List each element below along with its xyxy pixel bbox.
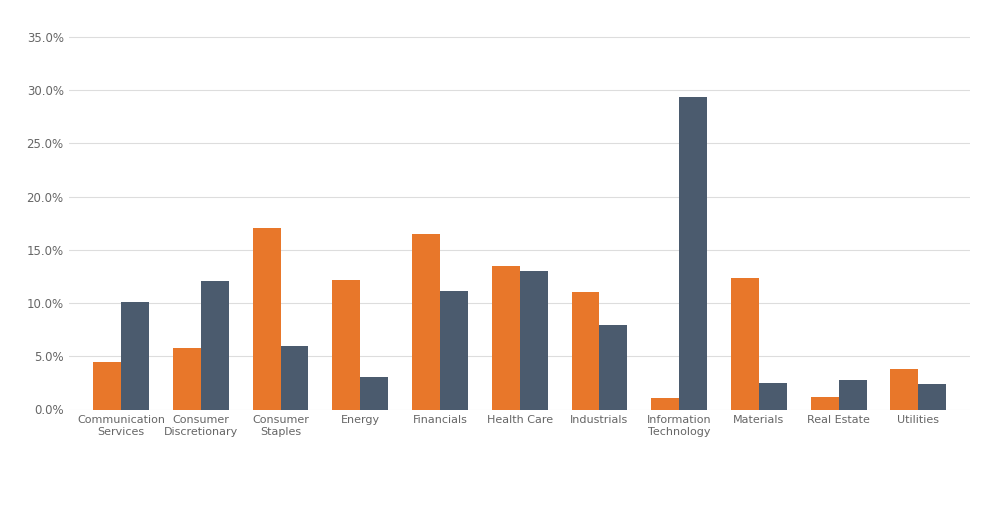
Bar xyxy=(412,234,440,410)
Bar xyxy=(890,369,919,410)
Bar xyxy=(520,271,547,410)
Bar xyxy=(121,302,149,410)
Bar xyxy=(759,383,787,410)
Bar xyxy=(360,376,388,410)
Bar xyxy=(492,266,520,410)
Bar xyxy=(201,281,229,410)
Bar xyxy=(600,326,628,410)
Bar xyxy=(333,280,360,410)
Bar xyxy=(571,292,600,410)
Bar xyxy=(839,380,866,410)
Bar xyxy=(93,362,121,410)
Bar xyxy=(919,384,946,410)
Bar xyxy=(440,291,468,410)
Bar xyxy=(811,397,839,410)
Bar xyxy=(731,278,759,410)
Bar xyxy=(280,345,309,410)
Bar xyxy=(679,97,707,410)
Bar xyxy=(651,398,679,410)
Bar xyxy=(252,227,280,410)
Bar xyxy=(173,348,201,410)
